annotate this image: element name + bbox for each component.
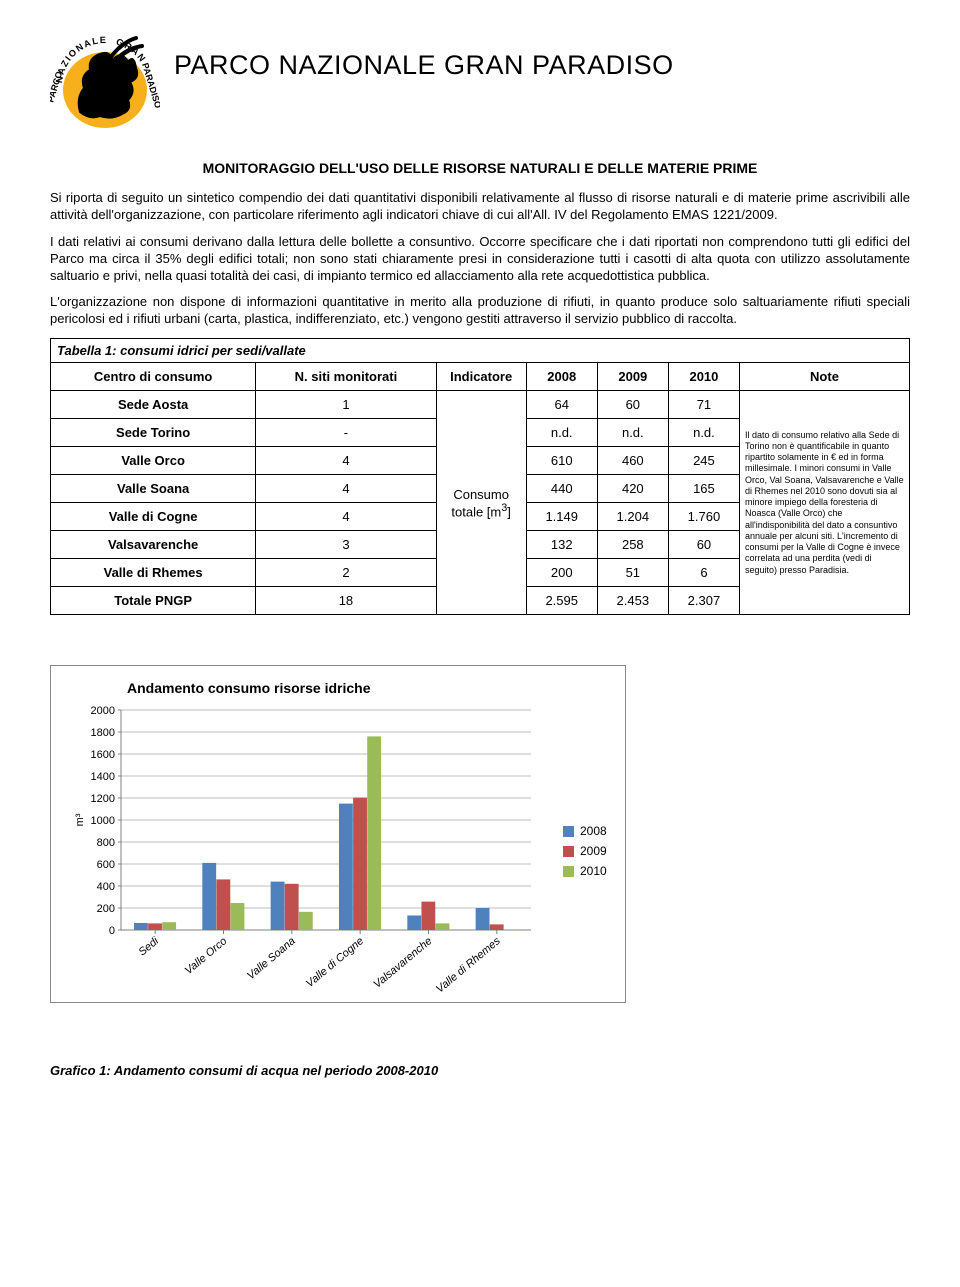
col-2010: 2010 xyxy=(668,363,739,391)
svg-text:800: 800 xyxy=(97,837,115,849)
svg-text:Valsavarenche: Valsavarenche xyxy=(371,935,434,991)
cell-indicator: Consumototale [m3] xyxy=(436,391,526,615)
svg-text:Valle Orco: Valle Orco xyxy=(183,935,230,977)
cell-value: 6 xyxy=(668,559,739,587)
cell-value: 60 xyxy=(597,391,668,419)
legend-swatch xyxy=(563,846,574,857)
cell-value: 420 xyxy=(597,475,668,503)
cell-siti: 18 xyxy=(256,587,436,615)
cell-value: 165 xyxy=(668,475,739,503)
svg-text:PARCO: PARCO xyxy=(50,70,64,103)
cell-value: 1.204 xyxy=(597,503,668,531)
col-indic: Indicatore xyxy=(436,363,526,391)
svg-text:0: 0 xyxy=(109,925,115,937)
cell-value: 610 xyxy=(526,447,597,475)
cell-value: 60 xyxy=(668,531,739,559)
svg-text:1600: 1600 xyxy=(91,749,115,761)
cell-name: Sede Aosta xyxy=(51,391,256,419)
cell-value: 258 xyxy=(597,531,668,559)
svg-text:1200: 1200 xyxy=(91,793,115,805)
cell-value: 2.595 xyxy=(526,587,597,615)
legend-item: 2009 xyxy=(563,844,607,858)
header: NAZIONALE GRAN PARCO PARADISO PARCO NAZI… xyxy=(50,28,910,138)
cell-value: 440 xyxy=(526,475,597,503)
svg-text:400: 400 xyxy=(97,881,115,893)
col-2008: 2008 xyxy=(526,363,597,391)
svg-text:1000: 1000 xyxy=(91,815,115,827)
cell-siti: - xyxy=(256,419,436,447)
table-row: Sede Aosta1Consumototale [m3]646071Il da… xyxy=(51,391,910,419)
cell-siti: 4 xyxy=(256,503,436,531)
svg-text:600: 600 xyxy=(97,859,115,871)
cell-value: n.d. xyxy=(597,419,668,447)
table-caption: Tabella 1: consumi idrici per sedi/valla… xyxy=(50,338,910,362)
cell-value: 71 xyxy=(668,391,739,419)
cell-name: Valle di Rhemes xyxy=(51,559,256,587)
svg-text:Sedi: Sedi xyxy=(137,935,162,959)
col-centro: Centro di consumo xyxy=(51,363,256,391)
svg-text:Valle di Cogne: Valle di Cogne xyxy=(304,935,366,990)
cell-value: 64 xyxy=(526,391,597,419)
cell-note: Il dato di consumo relativo alla Sede di… xyxy=(740,391,910,615)
document-title: PARCO NAZIONALE GRAN PARADISO xyxy=(174,28,674,81)
cell-value: n.d. xyxy=(668,419,739,447)
cell-value: 245 xyxy=(668,447,739,475)
cell-name: Valle di Cogne xyxy=(51,503,256,531)
legend-item: 2010 xyxy=(563,864,607,878)
cell-value: 1.760 xyxy=(668,503,739,531)
paragraph-1: Si riporta di seguito un sintetico compe… xyxy=(50,190,910,224)
chart-title: Andamento consumo risorse idriche xyxy=(69,680,607,696)
cell-name: Valle Soana xyxy=(51,475,256,503)
table-header-row: Centro di consumo N. siti monitorati Ind… xyxy=(51,363,910,391)
legend-swatch xyxy=(563,826,574,837)
legend-swatch xyxy=(563,866,574,877)
consumption-table: Centro di consumo N. siti monitorati Ind… xyxy=(50,362,910,615)
cell-value: 1.149 xyxy=(526,503,597,531)
chart-container: Andamento consumo risorse idriche 0 200 40… xyxy=(50,665,626,1003)
cell-value: 200 xyxy=(526,559,597,587)
cell-siti: 1 xyxy=(256,391,436,419)
legend-label: 2010 xyxy=(580,864,607,878)
cell-siti: 4 xyxy=(256,447,436,475)
paragraph-3: L'organizzazione non dispone di informaz… xyxy=(50,294,910,328)
svg-text:Valle di Rhemes: Valle di Rhemes xyxy=(434,935,503,994)
legend-label: 2009 xyxy=(580,844,607,858)
legend-label: 2008 xyxy=(580,824,607,838)
svg-text:1800: 1800 xyxy=(91,727,115,739)
col-2009: 2009 xyxy=(597,363,668,391)
cell-value: 460 xyxy=(597,447,668,475)
cell-value: 132 xyxy=(526,531,597,559)
svg-text:200: 200 xyxy=(97,903,115,915)
svg-text:2000: 2000 xyxy=(91,705,115,717)
bar-chart: 0 200 400 600 800 1000 1200 1400 1600 1800 2000 m³ S… xyxy=(69,704,539,994)
cell-name: Valle Orco xyxy=(51,447,256,475)
park-logo: NAZIONALE GRAN PARCO PARADISO xyxy=(50,28,160,138)
cell-value: 51 xyxy=(597,559,668,587)
svg-text:m³: m³ xyxy=(74,813,86,826)
cell-value: 2.453 xyxy=(597,587,668,615)
chart-caption: Grafico 1: Andamento consumi di acqua ne… xyxy=(50,1063,910,1078)
cell-name: Sede Torino xyxy=(51,419,256,447)
cell-name: Valsavarenche xyxy=(51,531,256,559)
document-subtitle: MONITORAGGIO DELL'USO DELLE RISORSE NATU… xyxy=(50,160,910,176)
svg-text:1400: 1400 xyxy=(91,771,115,783)
cell-siti: 2 xyxy=(256,559,436,587)
cell-siti: 4 xyxy=(256,475,436,503)
col-siti: N. siti monitorati xyxy=(256,363,436,391)
paragraph-2: I dati relativi ai consumi derivano dall… xyxy=(50,234,910,285)
cell-value: 2.307 xyxy=(668,587,739,615)
svg-text:Valle Soana: Valle Soana xyxy=(245,935,298,982)
chart-legend: 2008 2009 2010 xyxy=(563,704,607,884)
cell-siti: 3 xyxy=(256,531,436,559)
col-note: Note xyxy=(740,363,910,391)
cell-value: n.d. xyxy=(526,419,597,447)
legend-item: 2008 xyxy=(563,824,607,838)
cell-name: Totale PNGP xyxy=(51,587,256,615)
